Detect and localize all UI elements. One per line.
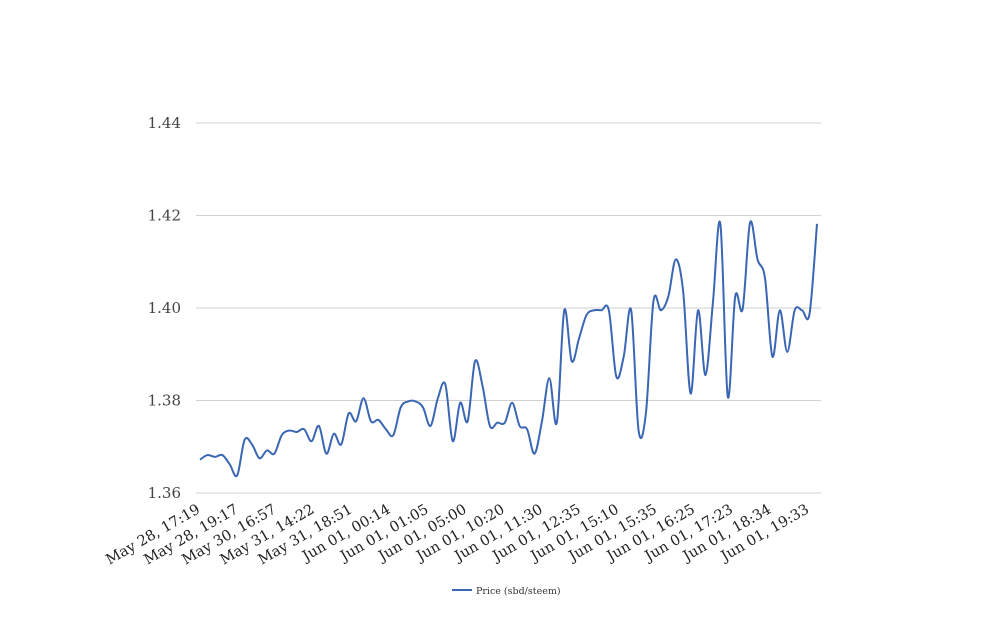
- y-tick-label: 1.42: [148, 207, 181, 225]
- y-tick-label: 1.38: [148, 392, 181, 410]
- y-axis-ticks: 1.36 1.38 1.40 1.42 1.44: [148, 114, 181, 502]
- y-tick-label: 1.44: [148, 114, 181, 132]
- series-line-price: [199, 220, 818, 478]
- gridlines: [196, 122, 821, 494]
- legend-label: Price (sbd/steem): [476, 586, 561, 597]
- legend[interactable]: Price (sbd/steem): [452, 586, 561, 597]
- y-tick-label: 1.40: [148, 299, 181, 317]
- y-tick-label: 1.36: [148, 484, 181, 502]
- series-layer: [199, 220, 818, 478]
